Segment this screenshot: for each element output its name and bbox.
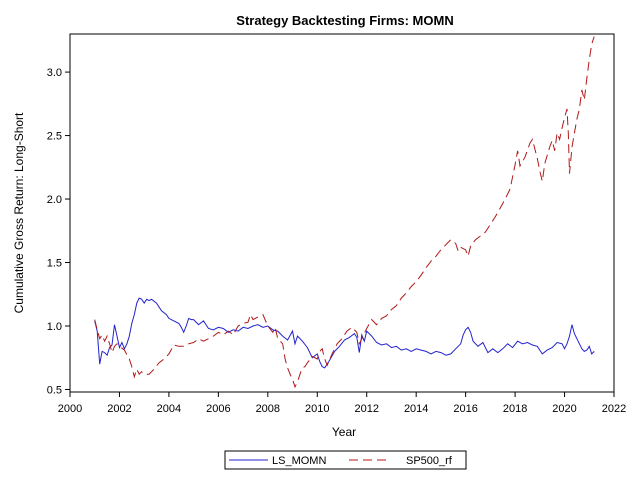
- y-tick-label: 1.0: [47, 321, 62, 333]
- x-tick-label: 2022: [602, 403, 626, 415]
- x-tick-label: 2012: [354, 403, 378, 415]
- y-axis-label: Cumulative Gross Return: Long-Short: [12, 112, 26, 313]
- legend-label-sp500-rf: SP500_rf: [406, 455, 453, 467]
- plot-area-frame: [69, 33, 615, 393]
- x-axis: 2000 2002 2004 2006 2008 2010 2012 2014 2016 2018…: [58, 392, 626, 415]
- x-tick-label: 2016: [453, 403, 477, 415]
- y-tick-label: 2.5: [47, 131, 62, 143]
- x-tick-label: 2014: [404, 403, 428, 415]
- x-axis-label: Year: [332, 425, 356, 439]
- legend: LS_MOMN SP500_rf: [224, 450, 467, 470]
- x-tick-label: 2006: [206, 403, 230, 415]
- y-axis: 0.5 1.0 1.5 2.0 2.5 3.0: [47, 67, 70, 396]
- x-tick-label: 2018: [503, 403, 527, 415]
- x-tick-label: 2002: [107, 403, 131, 415]
- x-tick-label: 2004: [157, 403, 181, 415]
- legend-label-ls-momn: LS_MOMN: [272, 455, 326, 467]
- y-tick-label: 2.0: [47, 194, 62, 206]
- series-group: [94, 36, 595, 389]
- y-tick-label: 3.0: [47, 67, 62, 79]
- x-tick-label: 2020: [552, 403, 576, 415]
- y-tick-label: 0.5: [47, 384, 62, 396]
- legend-box: [224, 450, 467, 470]
- x-tick-label: 2010: [305, 403, 329, 415]
- chart-title: Strategy Backtesting Firms: MOMN: [236, 13, 453, 28]
- series-line-ls-momn: [94, 297, 595, 369]
- x-tick-label: 2008: [256, 403, 280, 415]
- y-tick-label: 1.5: [47, 258, 62, 270]
- x-tick-label: 2000: [58, 403, 82, 415]
